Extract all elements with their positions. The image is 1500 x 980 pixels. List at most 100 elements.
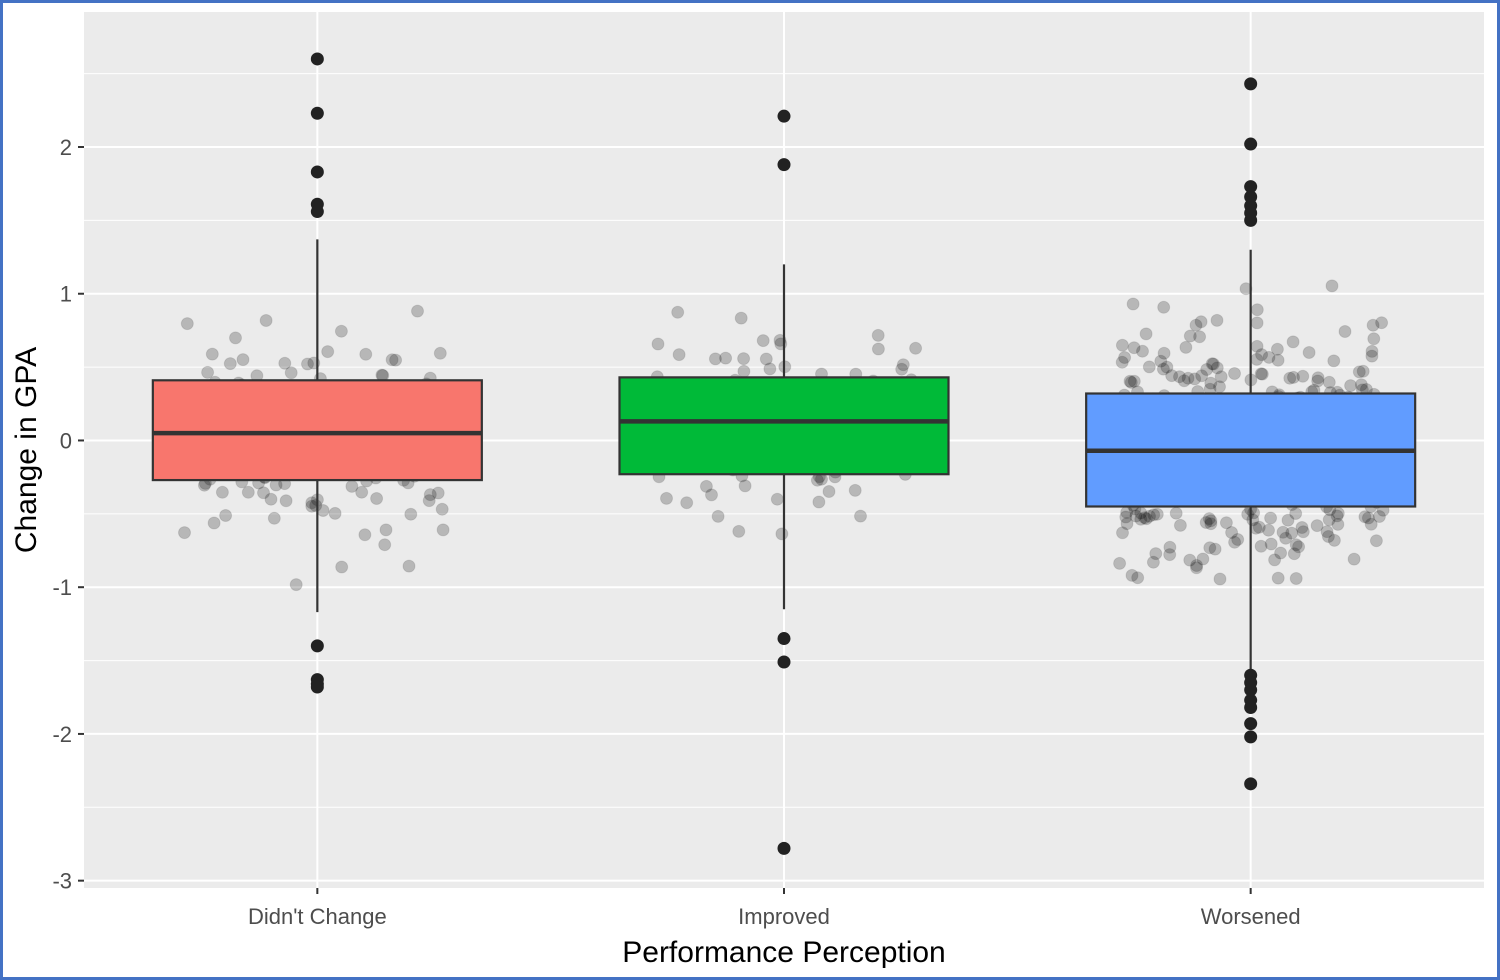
jitter-point — [1327, 533, 1341, 547]
jitter-point — [402, 559, 416, 573]
outlier-point — [310, 106, 324, 120]
jitter-point — [1125, 568, 1139, 582]
jitter-point — [738, 479, 752, 493]
jitter-point — [1131, 571, 1145, 585]
jitter-point — [1203, 541, 1217, 555]
outlier-point — [310, 52, 324, 66]
jitter-point — [1367, 332, 1381, 346]
box-body — [618, 376, 950, 476]
jitter-point — [1165, 369, 1179, 383]
jitter-point — [1321, 530, 1335, 543]
jitter-point — [1311, 371, 1325, 385]
jitter-point — [1281, 513, 1295, 527]
outlier-point — [310, 205, 324, 219]
y-axis-title: Change in GPA — [10, 347, 43, 553]
jitter-point — [379, 523, 393, 537]
x-tick-label: Improved — [738, 904, 830, 929]
jitter-point — [1169, 506, 1183, 520]
jitter-point — [895, 362, 909, 376]
jitter-point — [719, 351, 733, 365]
jitter-point — [1320, 525, 1334, 539]
jitter-point — [896, 358, 910, 372]
jitter-point — [389, 353, 403, 367]
jitter-point — [848, 483, 862, 497]
outlier-point — [1244, 683, 1258, 697]
outlier-point — [1244, 137, 1258, 151]
jitter-point — [759, 352, 773, 366]
jitter-point — [1183, 553, 1197, 567]
jitter-point — [1142, 360, 1156, 374]
jitter-point — [284, 366, 298, 380]
jitter-point — [1287, 370, 1300, 384]
jitter-point — [699, 479, 713, 493]
jitter-point — [1150, 507, 1164, 521]
jitter-point — [1190, 559, 1204, 572]
jitter-point — [822, 485, 836, 498]
jitter-point — [316, 504, 330, 517]
jitter-point — [1289, 507, 1303, 520]
jitter-point — [737, 364, 751, 378]
jitter-point — [1210, 361, 1224, 375]
jitter-point — [1181, 371, 1195, 385]
jitter-point — [1129, 509, 1143, 523]
y-tick-label: -3 — [52, 869, 72, 894]
jitter-point — [1163, 540, 1177, 554]
jitter-point — [219, 509, 233, 522]
box-improved — [618, 109, 950, 855]
jitter-point — [1113, 556, 1127, 570]
x-axis-title: Performance Perception — [622, 936, 946, 969]
jitter-point — [1295, 521, 1309, 534]
outlier-point — [777, 655, 791, 669]
jitter-point — [370, 492, 384, 505]
jitter-point — [854, 509, 867, 523]
jitter-point — [1254, 367, 1268, 381]
jitter-point — [1214, 370, 1228, 384]
jitter-point — [1202, 512, 1216, 526]
jitter-point — [1120, 517, 1134, 531]
jitter-point — [422, 494, 436, 508]
jitter-point — [737, 352, 751, 366]
jitter-point — [1354, 378, 1368, 392]
jitter-point — [1296, 525, 1310, 539]
jitter-point — [435, 502, 449, 516]
jitter-point — [1193, 330, 1207, 344]
jitter-point — [215, 485, 229, 499]
jitter-point — [1338, 325, 1352, 338]
jitter-point — [1119, 510, 1133, 524]
jitter-point — [812, 495, 826, 509]
jitter-point — [1196, 552, 1210, 566]
jitter-point — [651, 337, 665, 351]
jitter-point — [1213, 572, 1227, 586]
jitter-point — [1228, 535, 1242, 549]
jitter-point — [411, 304, 424, 318]
box-body — [151, 379, 483, 482]
jitter-point — [321, 345, 335, 359]
jitter-point — [1205, 357, 1219, 371]
jitter-point — [404, 507, 418, 521]
jitter-point — [1331, 506, 1345, 520]
jitter-point — [1204, 517, 1218, 531]
jitter-point — [1160, 360, 1174, 374]
jitter-point — [1327, 354, 1341, 368]
jitter-point — [1163, 548, 1177, 562]
jitter-point — [1270, 342, 1284, 356]
jitter-point — [1126, 297, 1140, 311]
jitter-point — [1276, 525, 1290, 539]
jitter-point — [1289, 572, 1303, 585]
jitter-point — [671, 305, 685, 319]
jitter-point — [305, 496, 319, 510]
jitter-point — [1264, 511, 1278, 525]
jitter-point — [358, 528, 372, 542]
jitter-point — [1225, 526, 1239, 539]
jitter-point — [279, 494, 293, 508]
jitter-point — [335, 560, 349, 574]
jitter-point — [207, 516, 221, 530]
jitter-point — [1219, 516, 1233, 530]
jitter-point — [1264, 537, 1278, 551]
jitter-point — [289, 578, 303, 592]
jitter-point — [871, 328, 885, 342]
jitter-point — [1268, 553, 1282, 567]
jitter-point — [205, 347, 219, 361]
jitter-point — [1365, 344, 1379, 358]
jitter-point — [267, 511, 281, 525]
